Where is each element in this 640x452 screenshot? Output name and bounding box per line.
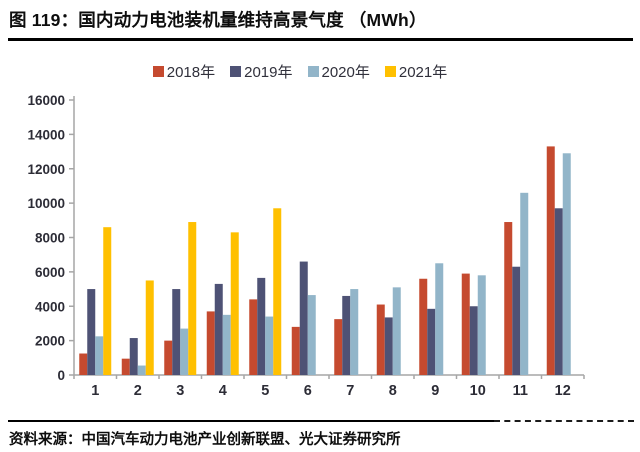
x-axis-label: 12 <box>555 383 571 399</box>
figure-title: 图 119：国内动力电池装机量维持高景气度 （MWh） <box>9 10 427 30</box>
bar-2019年-month-1 <box>87 289 96 375</box>
legend-item-2020年: 2020年 <box>307 61 370 82</box>
legend-item-2018年: 2018年 <box>152 61 216 82</box>
bar-2019年-month-9 <box>427 308 436 375</box>
y-axis-label: 0 <box>57 368 65 383</box>
chart-legend: 2018年 2019年 2020年 2021年 <box>0 61 600 81</box>
bar-2021年-month-5 <box>273 208 282 375</box>
x-axis-label: 6 <box>304 383 312 399</box>
title-divider <box>8 38 633 41</box>
bar-2021年-month-1 <box>103 227 112 375</box>
y-axis-label: 10000 <box>27 196 65 211</box>
bar-2019年-month-12 <box>554 208 563 375</box>
bar-2021年-month-2 <box>145 280 154 375</box>
bar-2020年-month-6 <box>307 295 316 375</box>
legend-item-2019年: 2019年 <box>230 61 293 82</box>
y-axis-label: 16000 <box>27 93 65 108</box>
x-axis-label: 11 <box>513 383 528 399</box>
bar-2020年-month-11 <box>520 192 529 375</box>
bar-2019年-month-8 <box>384 317 393 375</box>
bar-2018年-month-1 <box>79 353 88 375</box>
bar-2020年-month-12 <box>562 153 571 375</box>
y-axis-label: 6000 <box>35 265 65 280</box>
y-axis-label: 2000 <box>35 334 65 349</box>
bar-2019年-month-10 <box>469 306 478 375</box>
bar-2019年-month-3 <box>172 289 181 375</box>
bar-2018年-month-12 <box>546 146 555 375</box>
bar-2020年-month-1 <box>95 336 104 375</box>
bar-2020年-month-5 <box>265 316 274 375</box>
legend-swatch-icon <box>152 65 164 77</box>
bar-2018年-month-5 <box>249 299 258 375</box>
bar-2020年-month-4 <box>222 314 231 375</box>
bar-2021年-month-4 <box>230 232 239 375</box>
x-axis-label: 4 <box>219 383 227 399</box>
bar-2019年-month-4 <box>214 283 223 375</box>
bar-2018年-month-11 <box>504 222 513 375</box>
bar-2018年-month-10 <box>461 273 470 375</box>
bar-2019年-month-2 <box>129 338 138 375</box>
legend-label: 2020年 <box>321 63 370 81</box>
bar-2018年-month-2 <box>121 358 130 375</box>
bar-2019年-month-5 <box>257 277 266 375</box>
bar-2018年-month-8 <box>376 304 385 375</box>
y-axis-label: 12000 <box>27 162 65 177</box>
footer-divider <box>8 420 494 422</box>
x-axis-label: 2 <box>134 383 142 399</box>
y-axis-label: 4000 <box>35 299 65 314</box>
y-axis-label: 14000 <box>27 127 65 142</box>
bar-2018年-month-9 <box>419 278 428 375</box>
legend-swatch-icon <box>230 65 242 77</box>
legend-item-2021年: 2021年 <box>384 61 448 82</box>
bar-2018年-month-7 <box>334 319 343 375</box>
bar-2018年-month-3 <box>164 340 173 375</box>
x-axis-label: 10 <box>470 383 486 399</box>
x-axis-label: 5 <box>261 383 269 399</box>
x-axis-label: 3 <box>176 383 184 399</box>
legend-label: 2021年 <box>398 63 448 81</box>
bar-2018年-month-4 <box>206 311 215 375</box>
bar-2020年-month-7 <box>350 289 359 375</box>
bar-2020年-month-2 <box>137 365 146 375</box>
bar-2020年-month-8 <box>392 287 401 375</box>
legend-swatch-icon <box>384 65 396 77</box>
bar-2018年-month-6 <box>291 326 300 375</box>
bar-2020年-month-9 <box>435 263 444 375</box>
bar-2019年-month-7 <box>342 295 351 375</box>
x-axis-label: 9 <box>431 383 439 399</box>
bar-2019年-month-11 <box>512 266 521 375</box>
footer-divider-dashed <box>494 420 634 422</box>
source-note: 资料来源：中国汽车动力电池产业创新联盟、光大证券研究所 <box>9 432 401 448</box>
legend-label: 2018年 <box>166 63 216 81</box>
x-axis-label: 7 <box>346 383 354 399</box>
y-axis-label: 8000 <box>35 231 65 246</box>
legend-swatch-icon <box>307 65 319 77</box>
x-axis-label: 8 <box>389 383 397 399</box>
bar-2020年-month-10 <box>477 275 486 375</box>
bar-2021年-month-3 <box>188 222 197 375</box>
bar-2019年-month-6 <box>299 261 308 375</box>
legend-label: 2019年 <box>244 63 293 81</box>
bar-2020年-month-3 <box>180 328 189 375</box>
x-axis-label: 1 <box>91 383 99 399</box>
